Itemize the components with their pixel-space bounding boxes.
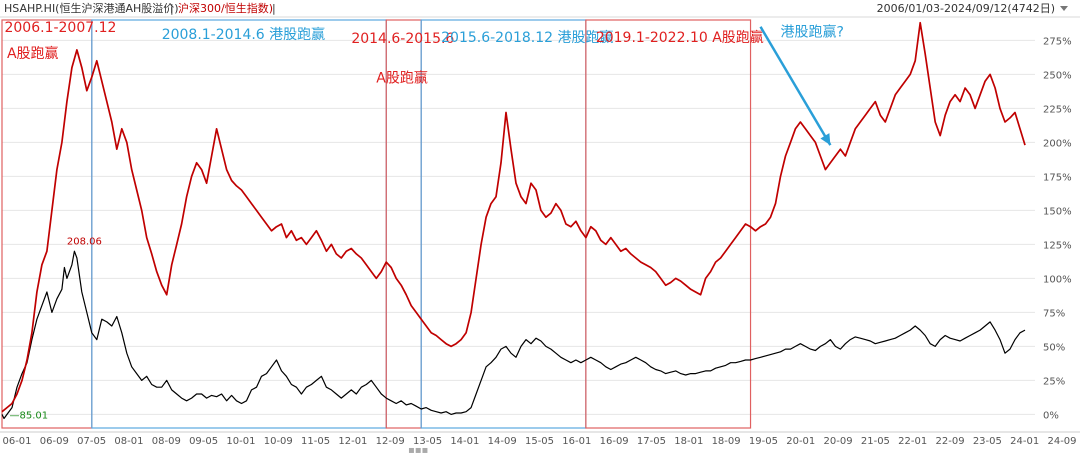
hk-outperform-box: [420, 19, 587, 429]
period-annotation: 2008.1-2014.6 港股跑赢: [162, 26, 325, 43]
x-tick-label: 09-05: [189, 436, 218, 447]
y-tick-label: 0%: [1043, 410, 1059, 421]
x-tick-label: 10-01: [226, 436, 255, 447]
y-tick-label: 100%: [1043, 274, 1072, 285]
x-tick-label: 21-05: [861, 436, 890, 447]
period-annotation: 港股跑赢?: [780, 23, 843, 40]
x-tick-label: 18-09: [712, 436, 741, 447]
value-marker-label: 208.06: [67, 236, 102, 247]
x-tick-label: 10-09: [264, 436, 293, 447]
period-annotation: 2015.6-2018.12 港股跑赢: [441, 29, 613, 46]
scroll-handle-icon[interactable]: ▪▪▪: [408, 445, 428, 456]
y-tick-label: 200%: [1043, 138, 1072, 149]
x-tick-label: 08-09: [152, 436, 181, 447]
chevron-down-icon[interactable]: [1060, 6, 1068, 11]
x-tick-label: 18-01: [674, 436, 703, 447]
series-lines: [1, 21, 1026, 420]
x-tick-label: 16-01: [562, 436, 591, 447]
grid: [2, 39, 1035, 415]
premium-series-line: [1, 250, 1026, 420]
period-annotation: 2019.1-2022.10 A股跑赢: [596, 29, 764, 46]
ratio-series-line: [1, 21, 1026, 413]
x-tick-label: 07-05: [77, 436, 106, 447]
a-share-outperform-box: [1, 19, 93, 429]
arrow-shaft: [759, 26, 832, 146]
x-tick-label: 22-01: [898, 436, 927, 447]
x-tick-label: 08-01: [114, 436, 143, 447]
period-annotations: 2006.1-2007.12 A股跑赢 2008.1-2014.6 港股跑赢 2014…: [4, 20, 843, 86]
a-share-outperform-box: [585, 19, 752, 429]
period-annotation: 2014.6-2015.6: [351, 31, 454, 47]
period-annotation: 2006.1-2007.12: [4, 20, 116, 36]
y-tick-label: 125%: [1043, 240, 1072, 251]
x-tick-label: 12-01: [338, 436, 367, 447]
value-markers: —85.01 208.06: [9, 236, 101, 421]
y-axis: 275% 250% 225% 200% 175% 150% 125% 100% 75% 50% 25…: [1043, 36, 1072, 421]
x-tick-label: 22-09: [936, 436, 965, 447]
hk-outperform-box: [91, 19, 387, 429]
header-separator: |: [170, 2, 174, 15]
x-tick-label: 19-05: [749, 436, 778, 447]
y-tick-label: 50%: [1043, 342, 1065, 353]
y-tick-label: 225%: [1043, 104, 1072, 115]
period-annotation: A股跑赢: [376, 70, 428, 87]
x-tick-label: 06-09: [40, 436, 69, 447]
period-annotation: A股跑赢: [7, 45, 59, 62]
arrow-head-icon: [820, 133, 831, 146]
x-tick-label: 15-05: [525, 436, 554, 447]
y-tick-label: 75%: [1043, 308, 1065, 319]
x-tick-label: 13-05: [413, 436, 442, 447]
x-tick-label: 23-05: [973, 436, 1002, 447]
x-tick-label: 11-05: [301, 436, 330, 447]
x-tick-label: 24-09: [1047, 436, 1076, 447]
x-tick-label: 24-01: [1010, 436, 1039, 447]
x-tick-label: 16-09: [600, 436, 629, 447]
index-title: HSAHP.HI(恒生沪深港通AH股溢价): [4, 1, 179, 15]
x-axis: 06-01 06-09 07-05 08-01 08-09 09-05 10-01 10-09…: [0, 431, 1080, 447]
y-tick-label: 175%: [1043, 172, 1072, 183]
x-tick-label: 20-01: [786, 436, 815, 447]
y-tick-label: 250%: [1043, 70, 1072, 81]
x-tick-label: 17-05: [637, 436, 666, 447]
x-tick-label: 12-09: [376, 436, 405, 447]
y-tick-label: 25%: [1043, 376, 1065, 387]
y-tick-label: 275%: [1043, 36, 1072, 47]
y-tick-label: 150%: [1043, 206, 1072, 217]
x-tick-label: 14-01: [450, 436, 479, 447]
trend-arrow: [759, 26, 832, 146]
x-tick-label: 14-09: [488, 436, 517, 447]
x-tick-label: 06-01: [2, 436, 31, 447]
header-separator: |: [272, 2, 276, 15]
period-boxes: [1, 19, 752, 429]
overlay-series-label: 沪深300/恒生指数): [178, 1, 273, 15]
date-range[interactable]: 2006/01/03-2024/09/12(4742日): [877, 2, 1055, 15]
x-tick-label: 20-09: [824, 436, 853, 447]
value-marker-label: —85.01: [9, 410, 48, 421]
